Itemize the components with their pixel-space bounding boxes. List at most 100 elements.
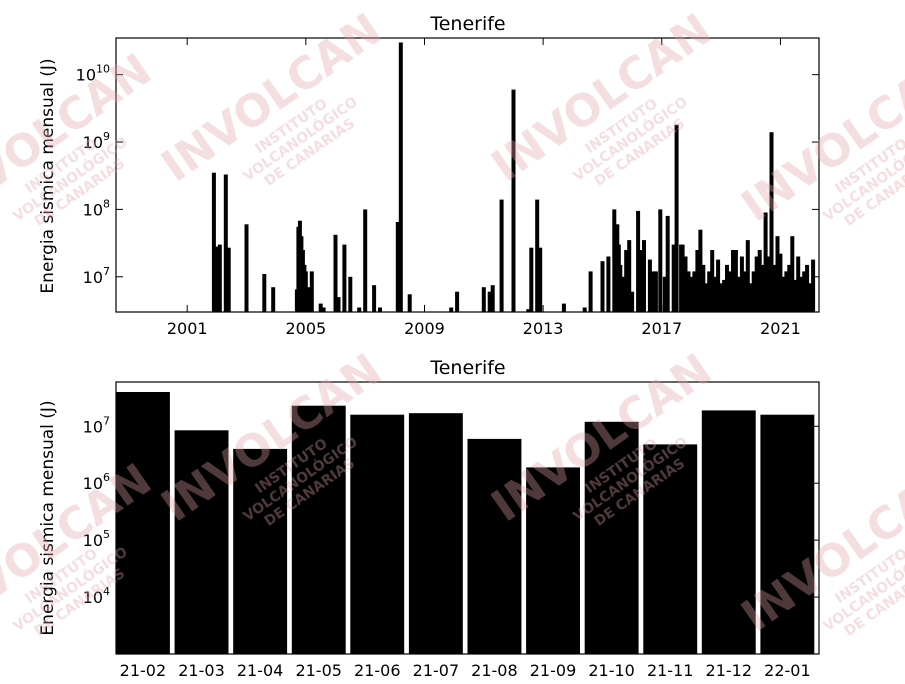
chart-top-bar (707, 271, 712, 312)
chart-top-bar (449, 307, 454, 312)
chart-top-bar (342, 244, 347, 312)
chart-bottom-bar (174, 430, 229, 654)
chart-top-bar (716, 259, 721, 312)
chart-bottom-x-ticks: 21-02 21-03 21-04 21-05 21-06 21-07 21-08 21-09… (120, 661, 811, 680)
chart-bottom-bar (760, 414, 815, 654)
chart-top-bar (745, 240, 750, 312)
chart-top-bar (318, 303, 323, 312)
chart-top-bar (787, 264, 792, 312)
chart-top-bar (306, 287, 311, 312)
chart-top-bar (211, 172, 216, 312)
chart-top-bar (781, 276, 786, 312)
chart-top-bar (757, 250, 762, 312)
chart-top-bar (736, 276, 741, 312)
chart-bottom-bar (526, 467, 580, 654)
chart-top-y-ticks: 107 108 109 1010 (76, 63, 819, 287)
chart-top-x-tick-label: 2001 (167, 319, 208, 338)
chart-top-bar (395, 222, 400, 312)
chart-top-bar (796, 256, 801, 312)
chart-top-bar (722, 279, 727, 312)
chart-bottom-bars (116, 392, 815, 654)
chart-top-bar (793, 279, 798, 312)
chart-top-bar (662, 276, 667, 312)
chart-top-bar (455, 291, 460, 312)
chart-bottom-bar (467, 438, 522, 654)
chart-top-bar (348, 276, 353, 312)
chart-bottom-bar (350, 414, 405, 654)
chart-top-bar (511, 89, 516, 312)
chart-top-bar (363, 209, 368, 312)
chart-bottom-bar (116, 392, 170, 654)
chart-top-bar (639, 250, 643, 312)
chart-top-bar (701, 264, 706, 312)
chart-top-plot-area: 107 108 109 1010 2001 2005 2009 2013 2017 2021 (76, 37, 820, 338)
chart-top-bars (211, 42, 816, 312)
chart-top-bar (748, 283, 753, 312)
chart-top-bar (808, 283, 813, 312)
chart-top-bar (692, 271, 697, 312)
chart-bottom-x-tick-label: 21-05 (295, 661, 342, 680)
chart-bottom-x-tick-label: 21-08 (471, 661, 518, 680)
chart-bottom-x-tick-label: 21-02 (120, 661, 167, 680)
chart-bottom-x-tick-label: 21-07 (413, 661, 460, 680)
chart-top-bar (778, 253, 783, 312)
chart-top-bar (271, 287, 276, 312)
chart-top-bar (321, 307, 326, 312)
chart-top-bar (733, 250, 738, 312)
chart-top-y-tick-label: 107 (83, 265, 110, 287)
chart-top-bar (725, 264, 729, 312)
chart-top-bar (487, 291, 492, 312)
chart-top-bar (226, 247, 231, 312)
chart-bottom-x-tick-label: 22-01 (764, 661, 811, 680)
chart-top-x-tick-label: 2021 (760, 319, 801, 338)
chart-top-bar (653, 271, 658, 312)
chart-top-bar (650, 271, 655, 312)
chart-bottom-x-tick-label: 21-11 (647, 661, 694, 680)
chart-top-frame (115, 37, 820, 313)
chart-top-bar (642, 240, 646, 312)
chart-top-bar (772, 264, 777, 312)
chart-top-bar (333, 234, 338, 312)
chart-top-bar (309, 271, 314, 312)
chart-top-bar (336, 297, 341, 312)
chart-top-bar (760, 264, 765, 312)
chart-top-x-tick-label: 2017 (641, 319, 682, 338)
chart-bottom-bar (291, 405, 346, 654)
chart-top-bar (686, 271, 691, 312)
chart-top-bar (769, 132, 774, 312)
chart-top-bar (731, 250, 735, 312)
chart-top-x-ticks: 2001 2005 2009 2013 2017 2021 (167, 38, 801, 338)
chart-bottom-x-tick-label: 21-04 (237, 661, 284, 680)
chart-top-bar (671, 244, 676, 312)
chart-top-bar (529, 247, 534, 312)
chart-bottom-bar (408, 413, 463, 654)
chart-top-bar (262, 274, 267, 312)
chart-top-bar (680, 244, 685, 312)
chart-top-bar (658, 209, 663, 312)
chart-top-bar (775, 236, 780, 312)
chart-top-bar (674, 124, 679, 312)
chart-top-bar (481, 287, 486, 312)
chart-top-y-tick-label: 108 (83, 197, 110, 219)
chart-top-title: Tenerife (429, 13, 505, 35)
chart-top-bar (372, 285, 377, 312)
chart-top-bar (627, 240, 632, 312)
chart-bottom-title: Tenerife (429, 357, 505, 379)
chart-top-bar (606, 256, 611, 312)
chart-top-bar (624, 250, 629, 312)
chart-top-bar (802, 271, 807, 312)
chart-bottom-y-tick-label: 106 (83, 471, 110, 493)
chart-top-bar (805, 264, 810, 312)
chart-top-bar (799, 276, 804, 312)
chart-top-bar (751, 271, 756, 312)
chart-top-bar (538, 247, 543, 312)
chart-top-bar (784, 271, 789, 312)
chart-bottom-y-ticks: 104 105 106 107 (83, 414, 819, 607)
chart-top-y-tick-label: 109 (83, 130, 110, 152)
chart-top-bar (719, 283, 724, 312)
chart-top-bar (612, 209, 617, 312)
chart-top-bar (790, 236, 795, 312)
chart-top-bar (490, 285, 495, 312)
